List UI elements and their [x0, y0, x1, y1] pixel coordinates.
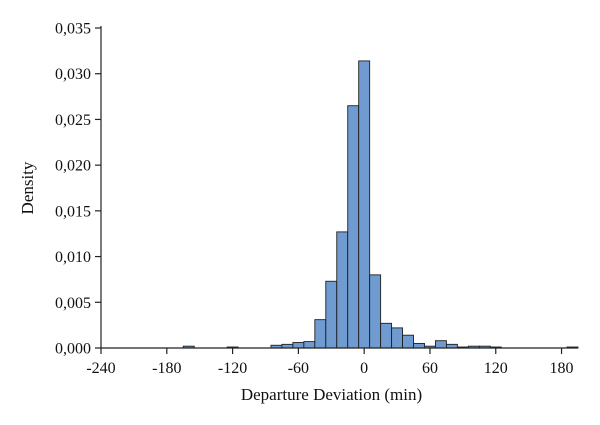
- histogram-bars: [182, 60, 579, 349]
- histogram-bar: [347, 105, 360, 349]
- y-tick-label: 0,000: [55, 341, 91, 358]
- histogram-bar: [380, 322, 393, 349]
- histogram-bar: [314, 319, 327, 349]
- y-tick-label: 0,020: [55, 158, 91, 175]
- y-tick-label: 0,010: [55, 249, 91, 266]
- histogram-bar: [336, 231, 349, 349]
- histogram-bar: [325, 280, 338, 349]
- x-axis-title: Departure Deviation (min): [241, 385, 422, 404]
- y-axis-ticks: 0,000 0,005 0,010 0,015 0,020 0,025 0,030 0,035: [55, 21, 101, 358]
- histogram-bar: [358, 60, 371, 349]
- x-axis-ticks: -240 -180 -120 -60 0 60 120 180: [86, 348, 574, 377]
- histogram-bar: [435, 340, 447, 349]
- y-tick-label: 0,015: [55, 203, 91, 220]
- histogram-bar: [303, 341, 316, 349]
- x-tick-label: -120: [218, 360, 247, 377]
- y-tick-label: 0,025: [55, 112, 91, 129]
- x-tick-label: 120: [484, 360, 508, 377]
- x-tick-label: 60: [422, 360, 438, 377]
- x-tick-label: -60: [288, 360, 309, 377]
- y-tick-label: 0,030: [55, 66, 91, 83]
- y-tick-label: 0,035: [55, 21, 91, 38]
- y-axis-title: Density: [18, 161, 37, 214]
- x-tick-label: -240: [86, 360, 115, 377]
- x-tick-label: -180: [152, 360, 181, 377]
- histogram-bar: [413, 342, 425, 349]
- histogram-bar: [402, 334, 414, 349]
- y-tick-label: 0,005: [55, 295, 91, 312]
- histogram-bar: [391, 327, 404, 349]
- axes: [100, 26, 578, 349]
- x-tick-label: 180: [550, 360, 574, 377]
- histogram-bar: [369, 274, 382, 349]
- histogram-bar: [292, 342, 305, 349]
- x-tick-label: 0: [360, 360, 368, 377]
